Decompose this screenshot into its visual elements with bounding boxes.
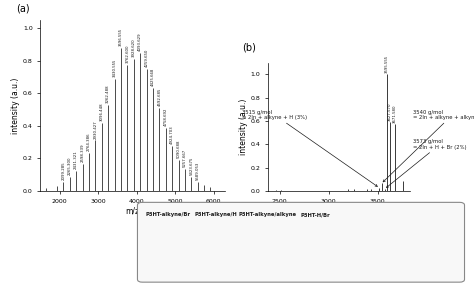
Text: 3515 g/mol
= 2In + alkyne + H (3%): 3515 g/mol = 2In + alkyne + H (3%) [242,110,377,186]
Text: 2431.321: 2431.321 [74,151,78,170]
Text: ≡: ≡ [282,248,286,253]
Y-axis label: intensity (a.u.): intensity (a.u.) [238,99,247,155]
Text: 4924.703: 4924.703 [170,125,174,144]
Text: 4093.629: 4093.629 [138,32,142,51]
Text: 2099.285: 2099.285 [61,161,65,180]
Text: 3573 g/mol
= 2In + H + Br (2%): 3573 g/mol = 2In + H + Br (2%) [386,139,466,188]
Text: S: S [257,248,260,253]
Text: 3430.555: 3430.555 [113,58,117,77]
Text: 5423.675: 5423.675 [190,156,193,175]
Text: S: S [323,248,326,253]
X-axis label: m/z: m/z [126,206,140,215]
Text: C₆H₁₃: C₆H₁₃ [201,234,211,238]
Text: 2598.339: 2598.339 [81,144,84,162]
Text: C₆H₁₃: C₆H₁₃ [272,264,283,268]
Text: S: S [304,248,307,253]
Text: 3262.488: 3262.488 [106,84,110,103]
Text: Br: Br [150,249,155,253]
Text: 4592.685: 4592.685 [157,87,161,106]
Text: Br: Br [297,249,301,253]
Text: (a): (a) [16,3,30,13]
Text: H: H [330,249,333,253]
Text: S: S [224,248,227,253]
Text: P3HT-H/Br: P3HT-H/Br [301,212,330,217]
Text: P3HT-alkyne/alkyne: P3HT-alkyne/alkyne [239,212,297,217]
Text: 3595.555: 3595.555 [385,55,389,73]
Text: 2930.427: 2930.427 [93,120,97,139]
Text: 2764.386: 2764.386 [87,132,91,151]
Text: P3HT-alkyne/Br: P3HT-alkyne/Br [146,212,191,217]
Text: 3096.448: 3096.448 [100,103,104,121]
Text: S: S [157,248,160,253]
Y-axis label: intensity (a.u.): intensity (a.u.) [11,77,20,134]
Text: 3928.620: 3928.620 [132,38,136,57]
Text: 4425.668: 4425.668 [151,68,155,86]
Text: S: S [276,248,279,253]
Text: 3596.555: 3596.555 [119,28,123,46]
Text: ≡: ≡ [250,248,254,253]
Text: C₆H₁₃: C₆H₁₃ [173,264,183,268]
Text: S: S [205,248,208,253]
X-axis label: m/z: m/z [332,206,346,215]
Text: 5589.053: 5589.053 [196,161,200,180]
Text: H: H [198,249,201,253]
Text: 3540 g/mol
= 2In + alkyne + alkyne (7%): 3540 g/mol = 2In + alkyne + alkyne (7%) [383,110,474,182]
Text: 2265.300: 2265.300 [68,157,72,175]
Text: 5257.667: 5257.667 [183,148,187,167]
Text: (b): (b) [242,42,256,52]
Text: C₆H₁₃: C₆H₁₃ [301,234,311,238]
Text: 4259.650: 4259.650 [145,48,148,67]
Text: ≡: ≡ [229,248,234,253]
Text: 3627.570: 3627.570 [388,103,392,121]
Text: C₆H₁₃: C₆H₁₃ [319,264,330,268]
Text: 3671.580: 3671.580 [392,105,397,123]
Text: C₆H₁₃: C₆H₁₃ [253,234,264,238]
Text: C₆H₁₃: C₆H₁₃ [220,264,230,268]
Text: 3762.600: 3762.600 [126,44,129,63]
Text: S: S [176,248,179,253]
Text: 4758.692: 4758.692 [164,108,168,126]
Text: P3HT-alkyne/H: P3HT-alkyne/H [194,212,237,217]
Text: ≡: ≡ [182,248,186,253]
Text: 5090.688: 5090.688 [176,139,181,158]
Text: C₆H₁₃: C₆H₁₃ [154,234,164,238]
